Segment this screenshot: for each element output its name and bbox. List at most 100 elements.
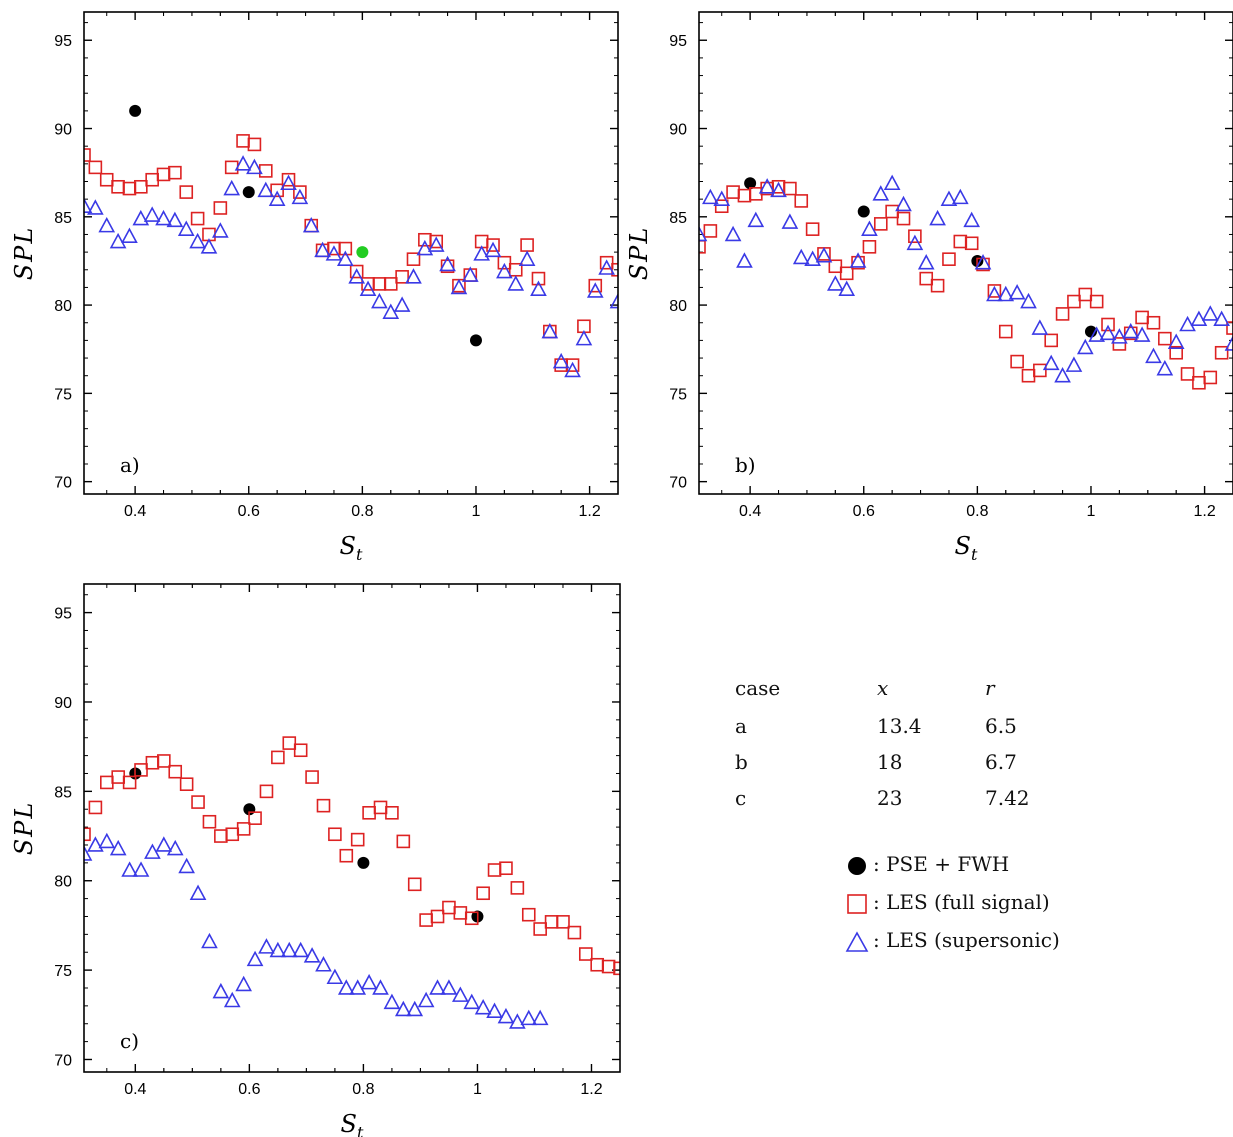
les-supersonic-point xyxy=(1031,319,1049,335)
les-supersonic-point xyxy=(303,947,321,963)
les-full-point xyxy=(236,822,251,836)
les-full-point xyxy=(111,179,125,194)
y-tick-label: 90 xyxy=(54,695,72,712)
les-supersonic-point xyxy=(427,236,445,252)
les-full-point xyxy=(1135,310,1149,325)
les-supersonic-point xyxy=(416,239,434,256)
les-supersonic-point xyxy=(736,252,753,268)
les-full-point xyxy=(1214,345,1229,360)
les-full-point xyxy=(1067,294,1081,309)
les-full-point xyxy=(442,900,456,915)
les-supersonic-point xyxy=(541,322,559,339)
les-supersonic-point xyxy=(461,266,479,282)
les-full-point xyxy=(726,185,740,199)
y-tick-label: 70 xyxy=(54,1052,72,1069)
les-supersonic-point xyxy=(1088,326,1105,342)
les-supersonic-point xyxy=(883,174,901,191)
les-supersonic-point xyxy=(212,982,230,999)
pse-fwh-point xyxy=(357,856,370,869)
les-full-point xyxy=(305,770,319,784)
les-supersonic-point xyxy=(292,941,310,958)
les-supersonic-point xyxy=(496,262,513,279)
les-supersonic-point xyxy=(246,158,263,175)
legend-label: : LES (full signal) xyxy=(873,890,1050,914)
les-full-point xyxy=(168,764,183,779)
x-tick-label: 0.4 xyxy=(124,503,146,520)
les-supersonic-point xyxy=(951,188,969,205)
les-supersonic-point xyxy=(223,991,241,1008)
les-supersonic-point xyxy=(429,979,446,995)
x-tick-label: 0.8 xyxy=(966,503,988,520)
les-supersonic-point xyxy=(1065,356,1083,372)
les-supersonic-point xyxy=(1156,359,1174,376)
les-supersonic-point xyxy=(586,282,604,298)
les-supersonic-point xyxy=(84,845,93,861)
les-supersonic-point xyxy=(235,975,252,992)
les-supersonic-point xyxy=(269,941,287,958)
les-full-point xyxy=(134,763,148,777)
les-supersonic-point xyxy=(87,836,104,852)
les-supersonic-point xyxy=(474,998,492,1015)
header-case: case xyxy=(735,676,781,700)
les-supersonic-point xyxy=(98,216,116,233)
les-supersonic-point xyxy=(223,179,241,196)
les-full-point xyxy=(111,770,126,784)
les-full-point xyxy=(88,160,103,175)
series-group xyxy=(699,174,1233,390)
les-supersonic-point xyxy=(315,956,332,972)
les-supersonic-point xyxy=(109,839,127,856)
les-supersonic-point xyxy=(940,190,958,206)
les-supersonic-point xyxy=(132,861,150,877)
les-supersonic-point xyxy=(452,986,469,1002)
les-full-point xyxy=(1033,363,1047,378)
x-tick-label: 0.6 xyxy=(238,503,260,520)
les-full-point xyxy=(531,271,546,286)
pse-fwh-point xyxy=(242,186,255,199)
hollow-triangle-icon xyxy=(845,930,869,952)
les-supersonic-point xyxy=(1054,367,1071,383)
les-full-point xyxy=(590,957,604,972)
les-supersonic-point xyxy=(872,185,890,201)
les-full-point xyxy=(281,172,296,187)
les-full-point xyxy=(179,185,194,199)
les-supersonic-point xyxy=(132,209,150,226)
les-full-point xyxy=(349,264,364,279)
chart-panel-3: 70 75 80 85 90 95 0.4 0.6 0.8 1 1.2 St SPL c) xyxy=(10,583,621,1137)
les-full-point xyxy=(179,777,194,792)
les-supersonic-point xyxy=(98,832,116,849)
les-full-point xyxy=(190,211,205,226)
les-full-point xyxy=(100,775,114,790)
les-full-point xyxy=(247,137,262,152)
les-supersonic-point xyxy=(258,938,275,954)
case-name: a xyxy=(735,714,747,738)
les-supersonic-point xyxy=(155,836,173,852)
les-full-point xyxy=(316,798,331,813)
les-full-point xyxy=(556,915,570,929)
les-supersonic-point xyxy=(861,220,878,236)
les-full-point xyxy=(976,257,990,272)
les-supersonic-point xyxy=(349,979,367,995)
les-supersonic-point xyxy=(1201,305,1219,321)
y-tick-label: 90 xyxy=(54,122,72,139)
les-supersonic-point xyxy=(747,211,765,228)
case-x: 18 xyxy=(877,750,903,774)
les-supersonic-point xyxy=(531,1009,549,1026)
les-full-point xyxy=(839,266,854,281)
les-full-point xyxy=(191,795,205,809)
les-full-point xyxy=(567,925,582,940)
les-full-point xyxy=(1078,287,1093,302)
les-supersonic-point xyxy=(906,234,924,251)
les-supersonic-point xyxy=(440,979,458,995)
y-tick-label: 90 xyxy=(669,122,687,139)
les-supersonic-point xyxy=(383,993,401,1010)
les-supersonic-point xyxy=(189,884,207,901)
y-tick-label: 70 xyxy=(54,475,72,492)
panel-label: a) xyxy=(120,453,140,477)
les-full-point xyxy=(497,255,512,270)
case-name: b xyxy=(735,750,748,774)
les-full-point xyxy=(1010,354,1024,369)
les-supersonic-point xyxy=(724,225,742,242)
les-full-point xyxy=(1021,368,1036,383)
x-tick-label: 0.6 xyxy=(853,503,875,520)
les-supersonic-point xyxy=(497,1007,515,1024)
